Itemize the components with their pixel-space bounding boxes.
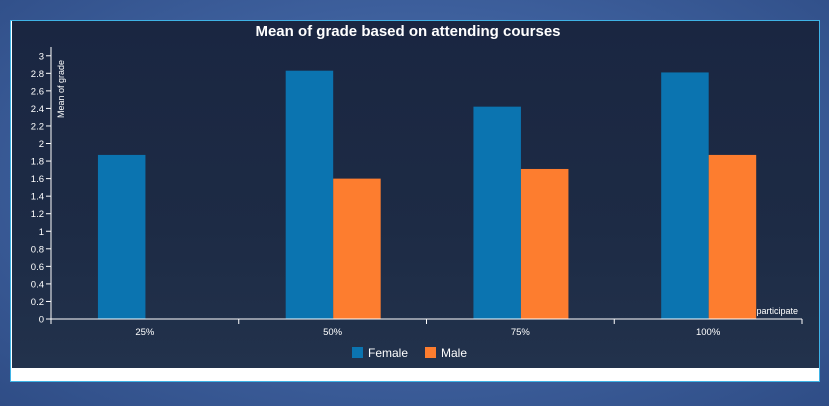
bar-male-2 bbox=[520, 168, 569, 319]
y-axis-label: Mean of grade bbox=[56, 60, 66, 118]
y-tick-label: 0 bbox=[39, 315, 44, 326]
x-tick-label: 50% bbox=[323, 327, 343, 338]
legend-label-male: Male bbox=[441, 346, 467, 360]
legend: Female Male bbox=[352, 346, 467, 360]
y-tick-label: 1.4 bbox=[31, 192, 44, 203]
x-tick-label: 25% bbox=[135, 327, 155, 338]
x-tick-label: 100% bbox=[696, 327, 721, 338]
bar-male-1 bbox=[333, 178, 381, 319]
bar-male-3 bbox=[708, 154, 757, 319]
bar-female-3 bbox=[661, 72, 709, 319]
x-tick-label: 75% bbox=[511, 327, 531, 338]
y-tick-label: 1 bbox=[39, 227, 44, 238]
y-tick-label: 1.6 bbox=[31, 174, 44, 185]
y-tick-label: 3 bbox=[39, 51, 44, 62]
y-tick-label: 0.2 bbox=[31, 297, 44, 308]
bar-female-0 bbox=[97, 154, 146, 319]
legend-label-female: Female bbox=[368, 346, 408, 360]
y-tick-label: 1.2 bbox=[31, 209, 44, 220]
y-tick-label: 2.2 bbox=[31, 121, 44, 132]
x-axis-label: participate bbox=[756, 306, 798, 316]
y-tick-label: 2.6 bbox=[31, 86, 44, 97]
chart-title: Mean of grade based on attending courses bbox=[255, 23, 560, 40]
bar-female-1 bbox=[285, 70, 334, 319]
y-tick-label: 0.8 bbox=[31, 244, 44, 255]
legend-swatch-female bbox=[352, 347, 363, 358]
y-tick-label: 2 bbox=[39, 139, 44, 150]
legend-swatch-male bbox=[425, 347, 436, 358]
y-tick-label: 2.8 bbox=[31, 69, 44, 80]
y-tick-label: 0.4 bbox=[31, 279, 44, 290]
y-tick-label: 0.6 bbox=[31, 262, 44, 273]
bar-female-2 bbox=[473, 106, 521, 319]
y-tick-label: 1.8 bbox=[31, 157, 44, 168]
y-tick-label: 2.4 bbox=[31, 104, 44, 115]
